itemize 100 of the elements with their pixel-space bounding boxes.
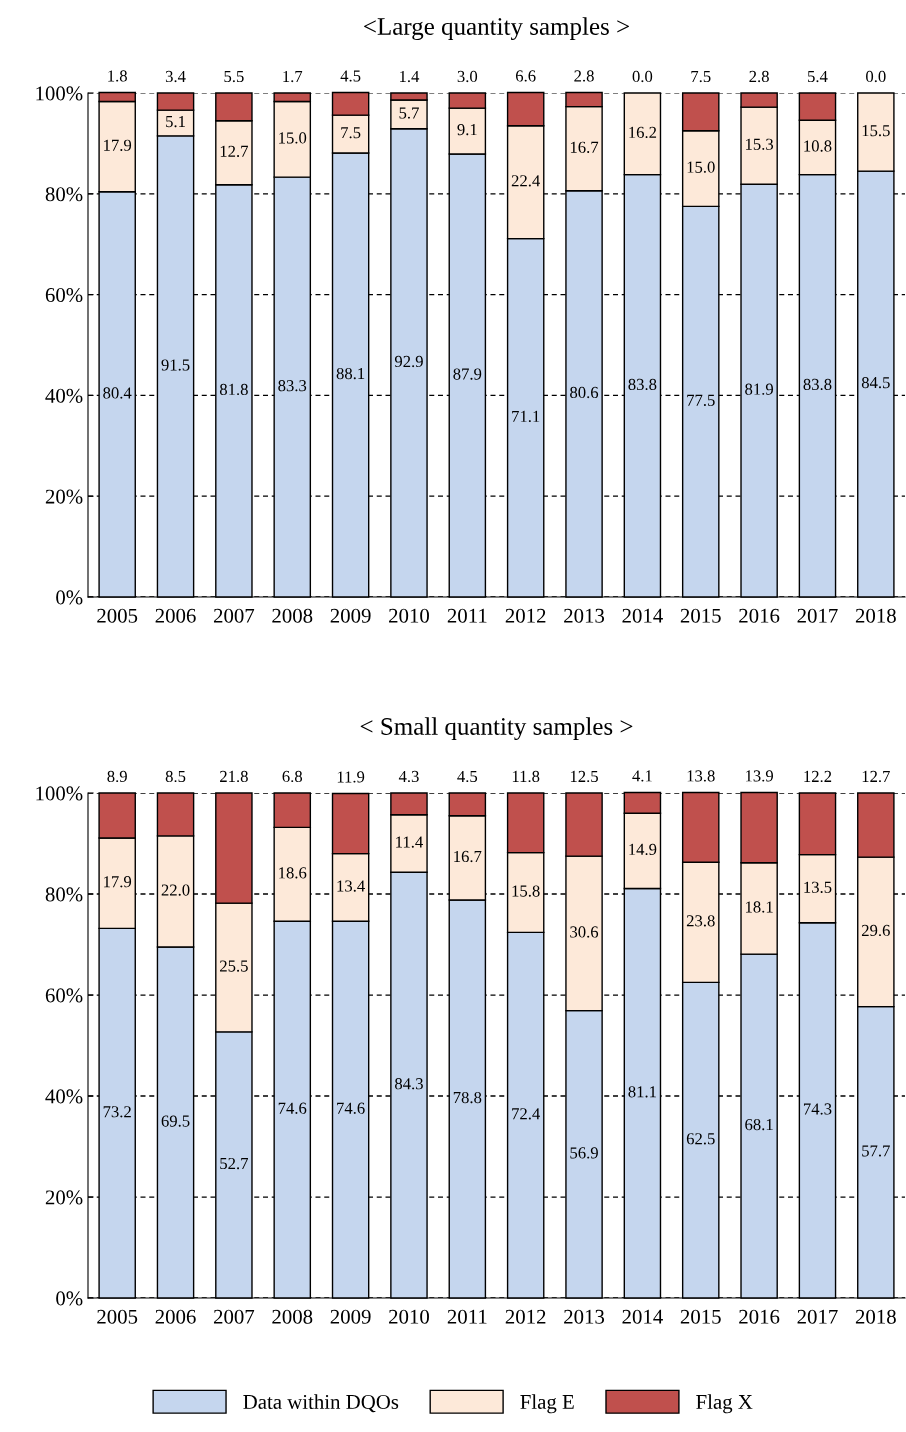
data-label: 5.1 — [166, 115, 185, 128]
data-label: 8.5 — [165, 770, 186, 783]
x-tick-label: 2007 — [213, 608, 255, 623]
data-label: 91.5 — [161, 359, 190, 371]
data-label: 71.1 — [512, 410, 540, 423]
legend-label: Flag X — [696, 1394, 753, 1414]
data-label: 62.5 — [686, 1133, 715, 1145]
data-label: 5.7 — [399, 107, 419, 119]
y-tick-label: 80% — [45, 187, 83, 202]
x-tick-label: 2018 — [855, 1309, 896, 1324]
data-label: 84.3 — [395, 1078, 423, 1090]
data-label: 11.4 — [396, 836, 423, 848]
x-tick-label: 2010 — [389, 608, 429, 623]
data-label: 21.8 — [220, 770, 248, 783]
data-label: 5.5 — [224, 70, 244, 83]
x-tick-label: 2013 — [564, 1309, 605, 1324]
x-tick-label: 2015 — [680, 1309, 721, 1324]
data-label: 2.8 — [574, 70, 594, 82]
x-tick-label: 2010 — [389, 1309, 429, 1324]
y-tick-label: 60% — [45, 287, 83, 303]
data-label: 15.5 — [862, 125, 890, 137]
x-tick-label: 2005 — [97, 608, 138, 623]
x-tick-label: 2012 — [505, 1309, 546, 1324]
data-label: 11.8 — [512, 770, 540, 783]
data-label: 81.9 — [745, 383, 774, 395]
data-label: 57.7 — [862, 1145, 890, 1157]
data-label: 15.8 — [512, 885, 540, 897]
x-tick-label: 2013 — [564, 608, 605, 623]
x-tick-label: 2014 — [622, 608, 663, 623]
x-tick-label: 2011 — [447, 608, 487, 623]
data-label: 18.1 — [745, 901, 773, 913]
y-tick-label: 0% — [56, 1291, 83, 1306]
x-tick-label: 2016 — [739, 608, 780, 623]
data-label: 25.5 — [220, 960, 248, 972]
data-label: 72.4 — [512, 1108, 540, 1120]
data-label: 13.8 — [687, 770, 715, 782]
x-tick-label: 2018 — [855, 608, 896, 623]
data-label: 23.8 — [686, 915, 715, 927]
data-label: 1.7 — [283, 70, 303, 83]
data-label: 2.8 — [749, 70, 769, 83]
data-label: 73.2 — [103, 1106, 131, 1118]
data-label: 56.9 — [570, 1147, 598, 1159]
data-label: 11.9 — [337, 771, 365, 783]
data-label: 78.8 — [453, 1091, 482, 1104]
data-label: 13.4 — [337, 880, 365, 892]
data-label: 1.8 — [108, 70, 127, 82]
y-tick-label: 40% — [45, 388, 83, 403]
data-label: 4.3 — [398, 770, 419, 783]
data-label: 17.9 — [104, 876, 132, 888]
data-label: 0.0 — [632, 70, 653, 83]
data-label: 13.5 — [804, 881, 832, 893]
x-tick-label: 2009 — [330, 1309, 371, 1324]
data-label: 5.4 — [808, 70, 828, 83]
x-tick-label: 2015 — [680, 608, 721, 623]
data-label: 81.1 — [628, 1086, 656, 1098]
x-tick-label: 2006 — [155, 608, 196, 623]
y-tick-label: 20% — [45, 1190, 83, 1205]
data-label: 9.1 — [457, 124, 477, 136]
data-label: 52.7 — [220, 1157, 248, 1170]
data-label: 4.1 — [632, 770, 652, 782]
data-label: 15.3 — [745, 138, 774, 150]
data-label: 15.0 — [687, 161, 715, 173]
y-tick-label: 100% — [36, 786, 83, 801]
data-label: 12.2 — [804, 770, 832, 783]
x-tick-label: 2017 — [797, 1309, 838, 1324]
x-tick-label: 2016 — [739, 1309, 780, 1324]
data-label: 4.5 — [340, 70, 361, 82]
data-label: 80.6 — [570, 386, 599, 399]
data-label: 74.6 — [278, 1102, 307, 1114]
data-label: 12.7 — [862, 770, 890, 783]
data-label: 12.7 — [220, 145, 248, 157]
data-label: 92.9 — [394, 355, 423, 368]
data-label: 29.6 — [861, 924, 890, 937]
data-label: 88.1 — [336, 367, 365, 380]
data-label: 3.0 — [457, 70, 478, 83]
chart-title: < Small quantity samples > — [360, 717, 633, 741]
y-tick-label: 60% — [45, 988, 83, 1003]
data-label: 68.1 — [745, 1118, 773, 1131]
data-label: 16.7 — [570, 141, 599, 153]
data-label: 77.5 — [687, 394, 715, 406]
chart-title: <Large quantity samples > — [364, 17, 629, 41]
y-tick-label: 80% — [45, 887, 83, 902]
x-tick-label: 2012 — [505, 608, 546, 623]
data-label: 87.9 — [453, 368, 482, 380]
x-tick-label: 2017 — [797, 608, 838, 623]
data-label: 83.3 — [278, 380, 307, 392]
y-tick-label: 100% — [36, 86, 83, 101]
data-label: 8.9 — [107, 770, 127, 783]
data-label: 12.5 — [570, 770, 598, 783]
data-label: 22.4 — [511, 175, 540, 187]
data-label: 84.5 — [861, 376, 890, 389]
data-label: 18.6 — [279, 867, 307, 879]
data-label: 7.5 — [341, 127, 361, 139]
data-label: 30.6 — [570, 926, 599, 938]
y-tick-label: 20% — [45, 489, 83, 504]
legend-label: Flag E — [520, 1394, 574, 1414]
x-tick-label: 2014 — [622, 1309, 663, 1324]
data-label: 3.4 — [165, 70, 186, 83]
data-label: 81.8 — [219, 383, 248, 396]
data-label: 0.0 — [866, 70, 886, 83]
